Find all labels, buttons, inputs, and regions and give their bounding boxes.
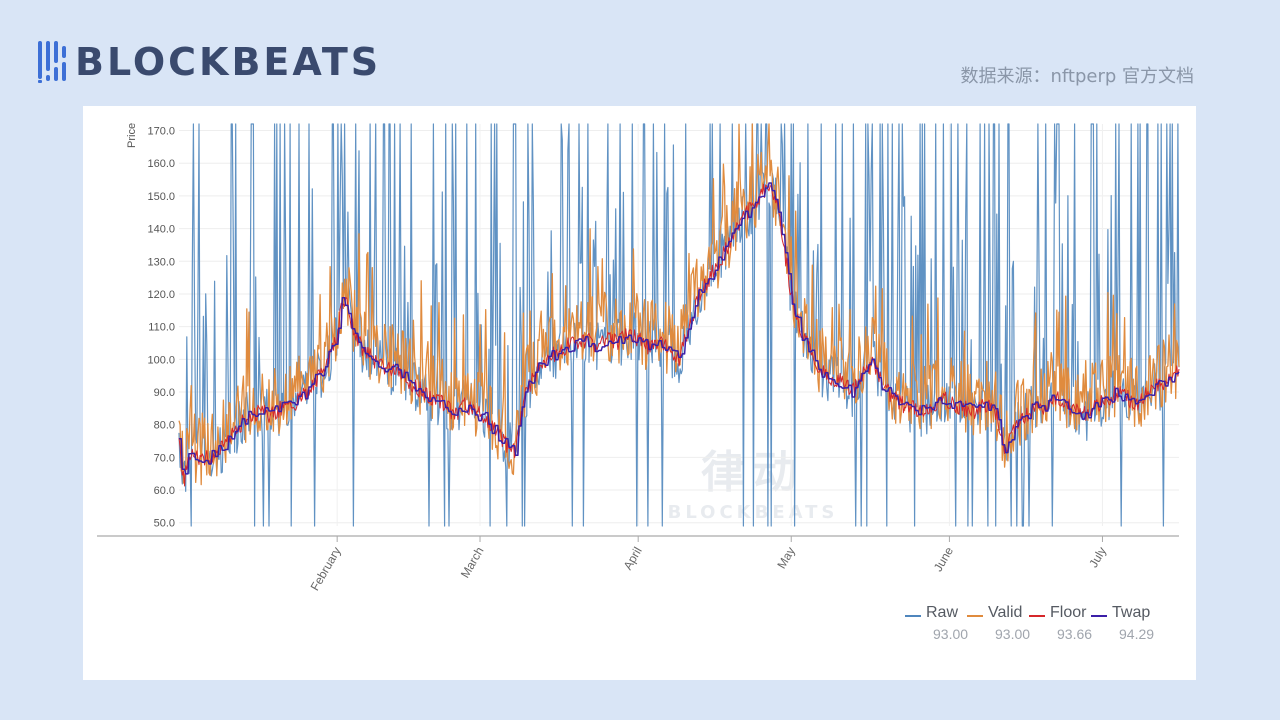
y-tick-label: 150.0 (147, 191, 175, 203)
series-line-valid (178, 123, 1180, 486)
legend-item-twap[interactable]: Twap 94.29 (1091, 604, 1155, 642)
x-tick-label: April (621, 545, 645, 573)
x-tick-label: June (931, 544, 956, 574)
x-tick-label: May (774, 545, 797, 572)
price-chart: 50.0 60.0 70.0 80.0 90.0 100.0 110.0 120.0 130.0… (97, 123, 1180, 594)
y-tick-label: 110.0 (148, 322, 175, 334)
legend-item-header: Floor (1029, 604, 1086, 622)
data-source-note: 数据来源：nftperp 官方文档 (960, 66, 1194, 87)
y-tick-label: 60.0 (154, 485, 175, 497)
y-tick-label: 90.0 (154, 387, 175, 399)
x-tick-label: July (1086, 545, 1109, 570)
legend-series-value: 93.00 (995, 626, 1031, 642)
chart-card: 律动 BLOCKBEATS 50.0 60.0 70.0 80.0 90.0 100.0 1… (83, 106, 1196, 680)
y-tick-label: 80.0 (154, 420, 175, 432)
y-tick-label: 70.0 (154, 452, 175, 464)
y-tick-label: 140.0 (147, 224, 175, 236)
watermark-big: 律动 (701, 447, 805, 498)
legend-swatch (1029, 615, 1045, 617)
legend-item-header: Twap (1091, 604, 1150, 622)
y-tick-label: 170.0 (147, 126, 175, 138)
legend-swatch (1091, 615, 1107, 617)
y-tick-label: 120.0 (147, 289, 175, 301)
chart-legend: Raw 93.00 Valid 93.00 Floor 93.66 Twap 94.29 (905, 604, 1155, 642)
legend-item-raw[interactable]: Raw 93.00 (905, 604, 969, 642)
legend-series-value: 93.66 (1057, 626, 1093, 642)
legend-item-header: Raw (905, 604, 958, 622)
series-line-twap (179, 182, 1180, 475)
legend-swatch (967, 615, 983, 617)
y-axis-label: Price (126, 123, 138, 148)
x-tick-label: February (308, 545, 344, 594)
brand-name: BLOCKBEATS (75, 40, 382, 84)
legend-series-value: 94.29 (1119, 626, 1155, 642)
logo-bars-icon (38, 41, 66, 83)
x-tick-label: March (458, 545, 487, 581)
brand-logo: BLOCKBEATS (37, 40, 381, 84)
legend-series-value: 93.00 (933, 626, 969, 642)
series-line-floor (178, 183, 1180, 487)
legend-item-header: Valid (967, 604, 1022, 622)
legend-item-valid[interactable]: Valid 93.00 (967, 604, 1031, 642)
y-tick-label: 130.0 (147, 256, 175, 268)
legend-series-name: Twap (1112, 604, 1151, 621)
legend-series-name: Floor (1050, 604, 1087, 621)
legend-series-name: Valid (988, 604, 1023, 621)
y-tick-label: 160.0 (147, 158, 175, 170)
legend-item-floor[interactable]: Floor 93.66 (1029, 604, 1093, 642)
watermark-small: BLOCKBEATS (667, 502, 839, 523)
legend-series-name: Raw (926, 604, 959, 621)
watermark: 律动 BLOCKBEATS (623, 436, 883, 523)
y-tick-label: 50.0 (154, 518, 175, 530)
legend-swatch (905, 615, 921, 617)
y-tick-label: 100.0 (147, 354, 175, 366)
